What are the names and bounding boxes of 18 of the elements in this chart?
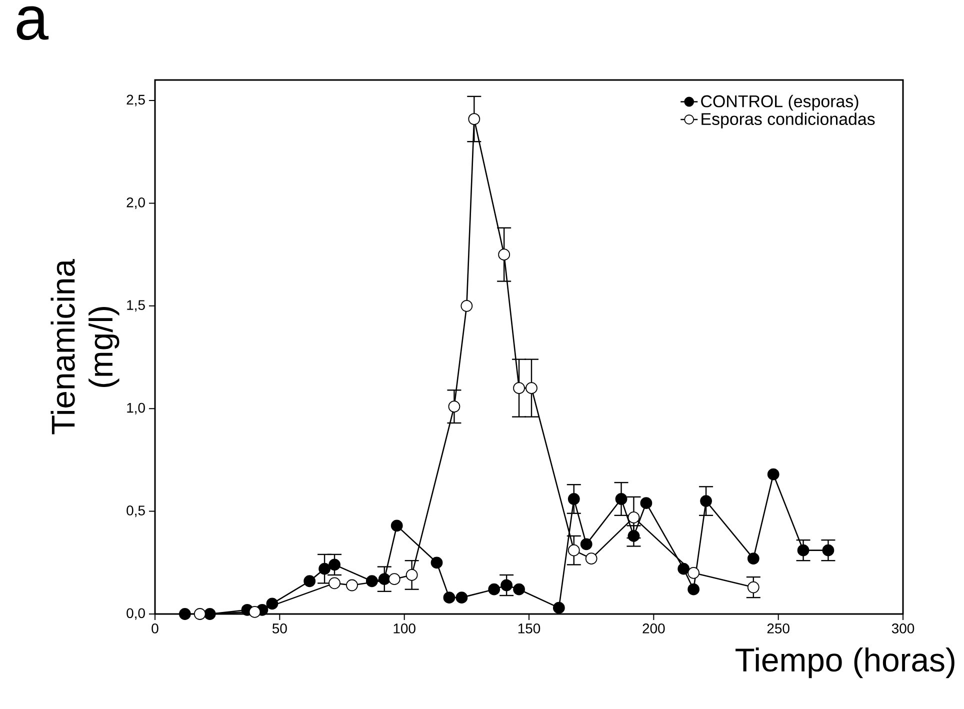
y-tick-label: 1,5: [127, 300, 145, 312]
y-tick-label: 2,0: [126, 197, 145, 209]
x-tick-label: 250: [767, 624, 790, 634]
x-tick-label: 200: [642, 624, 665, 634]
legend-label: CONTROL (esporas): [701, 94, 858, 111]
y-tick-label: 0,0: [126, 608, 145, 620]
y-tick-label: 2,5: [126, 94, 145, 106]
x-axis-title: Tiempo (horas): [736, 648, 954, 678]
y-tick-label: 0,5: [126, 506, 145, 518]
y-tick-label: 1,0: [127, 402, 145, 414]
legend-label: Esporas condicionadas: [702, 112, 875, 128]
x-tick-label: 300: [892, 624, 914, 634]
x-tick-label: 50: [272, 624, 287, 634]
x-tick-label: 100: [394, 624, 416, 634]
chart-title: a: [16, 6, 49, 40]
y-axis-title: Tienamicina (mg/l): [50, 259, 120, 434]
x-tick-label: 0: [152, 624, 158, 634]
x-tick-label: 150: [518, 624, 540, 634]
